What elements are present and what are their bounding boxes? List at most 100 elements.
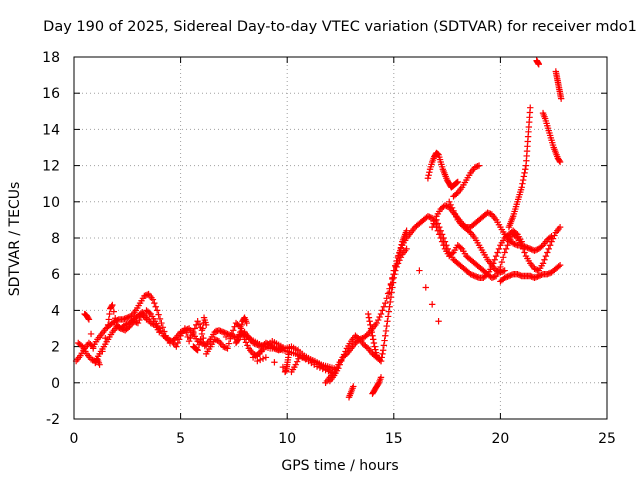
- data-point: [534, 273, 541, 280]
- data-point: [397, 245, 405, 253]
- y-tick-label: 4: [51, 303, 60, 319]
- data-point: [522, 166, 529, 173]
- data-point: [119, 316, 127, 323]
- data-point: [491, 273, 498, 280]
- data-point: [528, 273, 535, 280]
- data-point: [504, 273, 511, 280]
- data-point: [521, 249, 528, 256]
- data-point: [521, 169, 528, 177]
- data-point: [181, 325, 189, 332]
- y-tick-label: 2: [51, 340, 60, 356]
- data-point: [531, 247, 538, 254]
- data-point: [363, 331, 370, 339]
- y-tick-label: -2: [46, 412, 60, 428]
- data-point: [155, 311, 162, 318]
- data-point: [195, 341, 203, 348]
- data-point: [497, 263, 504, 271]
- data-point: [475, 162, 483, 169]
- data-point: [174, 339, 181, 347]
- data-point: [379, 307, 386, 314]
- data-point: [471, 272, 479, 280]
- x-tick-label: 0: [70, 431, 79, 447]
- data-point: [519, 176, 527, 184]
- data-point: [316, 364, 324, 371]
- data-point: [382, 332, 389, 339]
- data-point: [378, 354, 385, 361]
- data-point: [426, 213, 433, 221]
- data-point: [518, 238, 525, 245]
- data-point: [374, 380, 382, 388]
- data-point: [392, 263, 400, 271]
- data-point: [453, 213, 460, 221]
- series-arc-06: [190, 314, 250, 354]
- data-point: [159, 324, 167, 331]
- data-point: [164, 336, 172, 343]
- data-point: [183, 329, 190, 336]
- data-point: [89, 356, 96, 364]
- data-point: [556, 261, 564, 269]
- data-point: [221, 329, 228, 336]
- data-point: [340, 351, 348, 358]
- data-point: [474, 274, 481, 281]
- data-point: [494, 267, 501, 275]
- data-point: [224, 345, 231, 352]
- x-tick-label: 10: [278, 431, 296, 447]
- data-point: [368, 328, 375, 336]
- data-point: [443, 242, 450, 249]
- data-point: [535, 272, 542, 280]
- data-point: [519, 242, 527, 250]
- data-point: [238, 321, 245, 329]
- data-point: [437, 227, 444, 234]
- data-point: [450, 207, 457, 215]
- data-point: [339, 354, 346, 361]
- data-point: [541, 256, 548, 263]
- data-point: [110, 308, 117, 315]
- data-point: [512, 229, 520, 237]
- x-tick-labels: 0 5 10 15 20 25: [70, 431, 616, 447]
- data-point: [387, 281, 395, 289]
- data-point: [518, 184, 525, 191]
- data-point: [426, 169, 433, 176]
- data-point: [194, 318, 201, 325]
- data-point: [542, 252, 550, 260]
- data-point: [394, 252, 402, 260]
- data-point: [434, 220, 442, 227]
- data-point: [136, 316, 143, 324]
- data-point: [201, 342, 208, 350]
- data-point: [424, 213, 432, 220]
- data-point: [175, 336, 183, 343]
- data-point: [551, 232, 558, 239]
- data-point: [447, 201, 454, 209]
- data-point: [142, 292, 149, 299]
- data-point: [470, 272, 477, 279]
- data-point: [372, 349, 380, 356]
- data-point: [501, 249, 508, 256]
- data-point: [149, 296, 157, 303]
- data-point: [505, 272, 513, 280]
- data-point: [425, 172, 432, 179]
- data-point: [244, 342, 251, 349]
- plot-frame: [73, 56, 608, 420]
- data-point: [372, 346, 379, 353]
- data-point: [453, 190, 460, 198]
- data-point: [435, 318, 442, 325]
- data-point: [105, 316, 113, 323]
- data-point: [237, 325, 245, 332]
- data-point: [424, 175, 432, 182]
- data-point: [194, 347, 201, 354]
- data-point: [501, 274, 508, 282]
- data-point: [444, 245, 452, 253]
- data-point: [286, 345, 293, 352]
- data-point: [512, 241, 520, 248]
- data-point: [184, 325, 191, 333]
- series-arc-13: [369, 374, 385, 397]
- data-point: [467, 271, 474, 278]
- data-point: [545, 245, 552, 253]
- data-point: [521, 243, 528, 250]
- data-point: [491, 256, 498, 263]
- data-point: [382, 327, 390, 335]
- data-point: [173, 343, 180, 350]
- data-point: [237, 328, 244, 336]
- data-point: [187, 334, 194, 342]
